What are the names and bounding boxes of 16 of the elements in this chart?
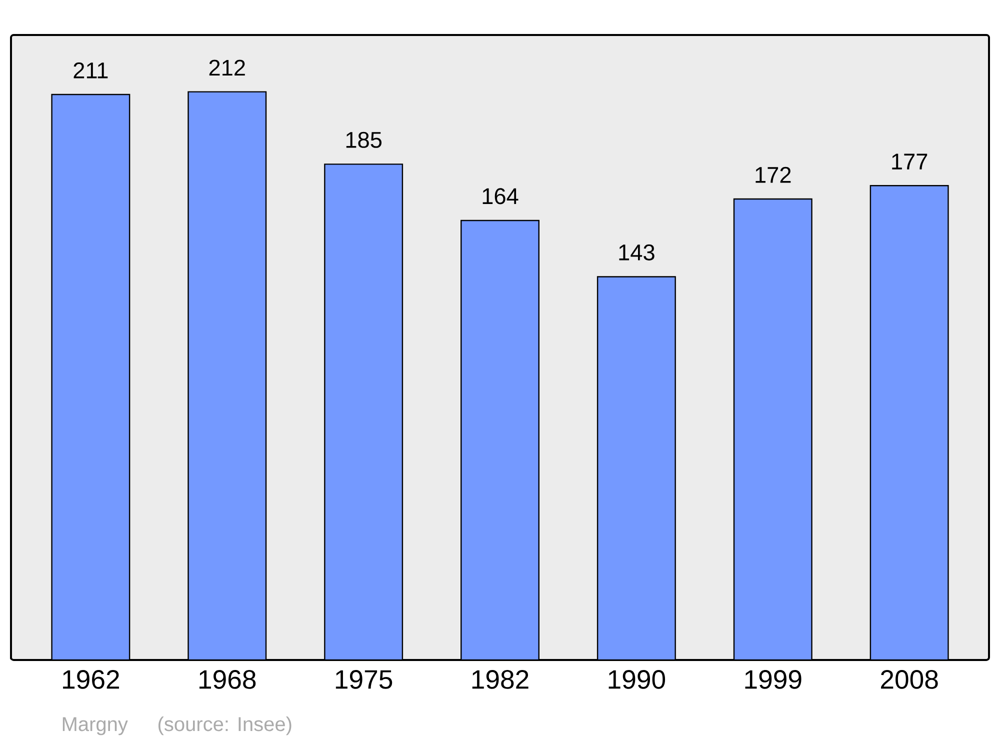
x-tick-label: 1968 xyxy=(199,670,256,689)
x-tick-label: 2008 xyxy=(881,670,938,689)
x-tick-label: 1975 xyxy=(336,670,392,689)
data-label: 164 xyxy=(482,188,518,204)
text: (source: Insee) xyxy=(158,716,292,736)
data-label: 143 xyxy=(619,244,654,260)
x-tick-label: 1982 xyxy=(472,670,528,689)
data-label: 185 xyxy=(346,132,382,148)
data-label: 211 xyxy=(74,62,108,78)
data-label: 172 xyxy=(756,166,791,183)
data-label: 212 xyxy=(209,60,245,76)
x-tick-label: 1990 xyxy=(608,670,666,689)
x-tick-label: 1962 xyxy=(63,670,119,689)
text: Margny xyxy=(62,717,128,736)
data-label: 177 xyxy=(892,154,928,170)
x-tick-label: 1999 xyxy=(745,670,802,689)
